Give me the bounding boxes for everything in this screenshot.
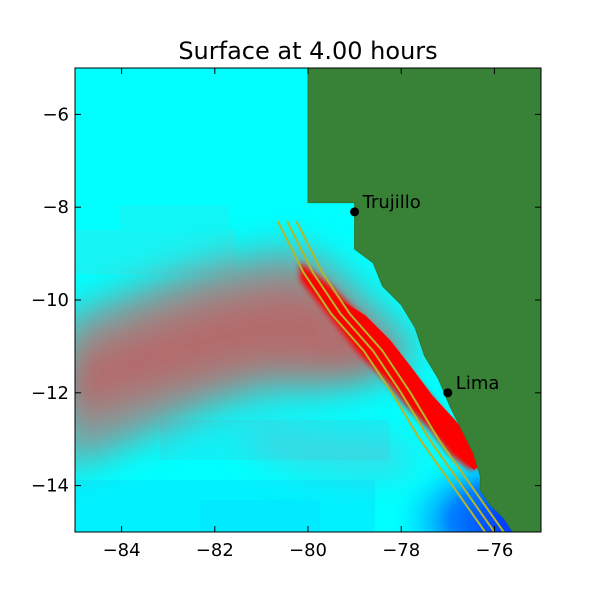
city-marker-lima	[443, 388, 453, 398]
x-tick-label: −76	[475, 540, 513, 561]
fault-line-2	[286, 220, 496, 532]
y-tick-label: −8	[42, 197, 69, 218]
y-tick-label: −12	[31, 383, 69, 404]
y-tick-label: −6	[42, 104, 69, 125]
plot-area	[75, 68, 541, 532]
y-axis: −6 −8 −10 −12 −14	[31, 104, 541, 497]
fault-contour-lines	[276, 220, 505, 532]
city-label-lima: Lima	[456, 373, 500, 394]
land-area	[307, 68, 541, 532]
y-tick-label: −10	[31, 290, 69, 311]
x-tick-label: −78	[382, 540, 420, 561]
water-texture	[75, 205, 390, 532]
fault-line-1	[276, 220, 486, 532]
x-tick-label: −80	[289, 540, 327, 561]
city-markers: Trujillo Lima	[350, 192, 500, 398]
city-label-trujillo: Trujillo	[362, 192, 421, 213]
y-tick-label: −14	[31, 476, 69, 497]
x-tick-label: −82	[196, 540, 234, 561]
city-marker-trujillo	[350, 207, 360, 217]
chart-title: Surface at 4.00 hours	[178, 37, 437, 65]
fault-line-3	[295, 220, 505, 532]
x-axis: −84 −82 −80 −78 −76	[103, 68, 513, 561]
x-tick-label: −84	[103, 540, 141, 561]
